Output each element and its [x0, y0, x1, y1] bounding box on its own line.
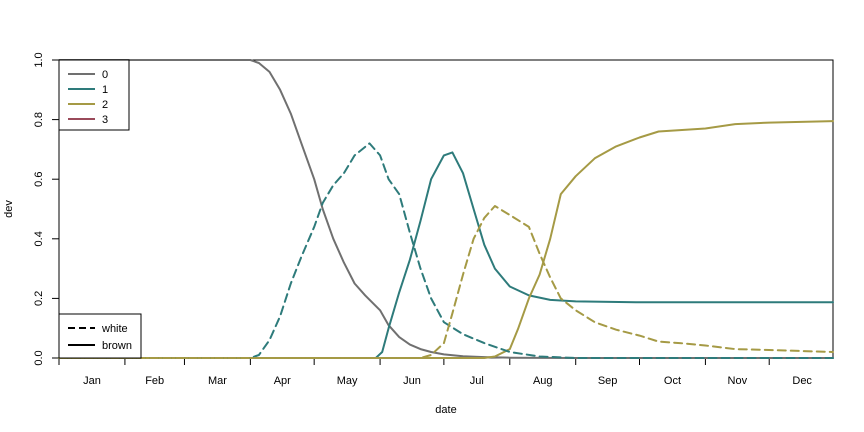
y-axis: 0.0 0.2 0.4 0.6 0.8 1.0	[33, 52, 59, 366]
x-tick-label: Oct	[664, 375, 681, 387]
legend-label-0: 0	[102, 69, 108, 81]
x-tick-label: Sep	[598, 375, 618, 387]
x-tick-label: Jul	[470, 375, 484, 387]
legend-label-3: 3	[102, 114, 108, 126]
legend-bottom-box	[58, 313, 142, 359]
legend-top-entry: 0	[68, 69, 108, 81]
x-axis: Jan Feb Mar Apr May Jun Jul Aug Sep Oct Nov Dec	[58, 358, 812, 387]
legend-label-white: white	[101, 323, 128, 335]
x-tick-label: Mar	[208, 375, 227, 387]
x-tick-label: Aug	[533, 375, 553, 387]
series-line-dashed-1-4	[58, 205, 834, 359]
legend-label-brown: brown	[102, 340, 132, 352]
legend-bottom-entry: brown	[68, 340, 132, 352]
x-tick-label: May	[337, 375, 358, 387]
legend-top-entry: 2	[68, 99, 108, 111]
x-tick-label: Jan	[83, 375, 101, 387]
legend-label-1: 1	[102, 84, 108, 96]
legend-bottom-entry: white	[68, 323, 128, 335]
x-tick-label: Apr	[274, 375, 291, 387]
y-tick-label: 0.6	[33, 172, 45, 187]
y-tick-label: 1.0	[33, 52, 45, 67]
x-tick-label: Feb	[145, 375, 164, 387]
series-line-solid-1-1	[58, 151, 834, 359]
y-tick-label: 0.8	[33, 112, 45, 127]
legend-label-2: 2	[102, 99, 108, 111]
x-tick-label: Dec	[792, 375, 812, 387]
y-tick-label: 0.4	[33, 231, 45, 246]
x-tick-label: Jun	[403, 375, 421, 387]
legend-top: 0 1 2 3	[58, 59, 130, 131]
y-tick-label: 0.2	[33, 291, 45, 306]
x-axis-label: date	[435, 404, 456, 416]
series-line-dashed-0-3	[58, 142, 834, 359]
x-tick-label: Nov	[728, 375, 748, 387]
plot-frame	[58, 59, 834, 359]
series-line-solid-0-0	[58, 59, 834, 359]
legend-bottom: white brown	[58, 313, 142, 359]
y-tick-label: 0.0	[33, 350, 45, 365]
y-axis-label: dev	[3, 200, 15, 218]
legend-top-entry: 1	[68, 84, 108, 96]
legend-top-entry: 3	[68, 114, 108, 126]
series-layer	[58, 59, 834, 359]
